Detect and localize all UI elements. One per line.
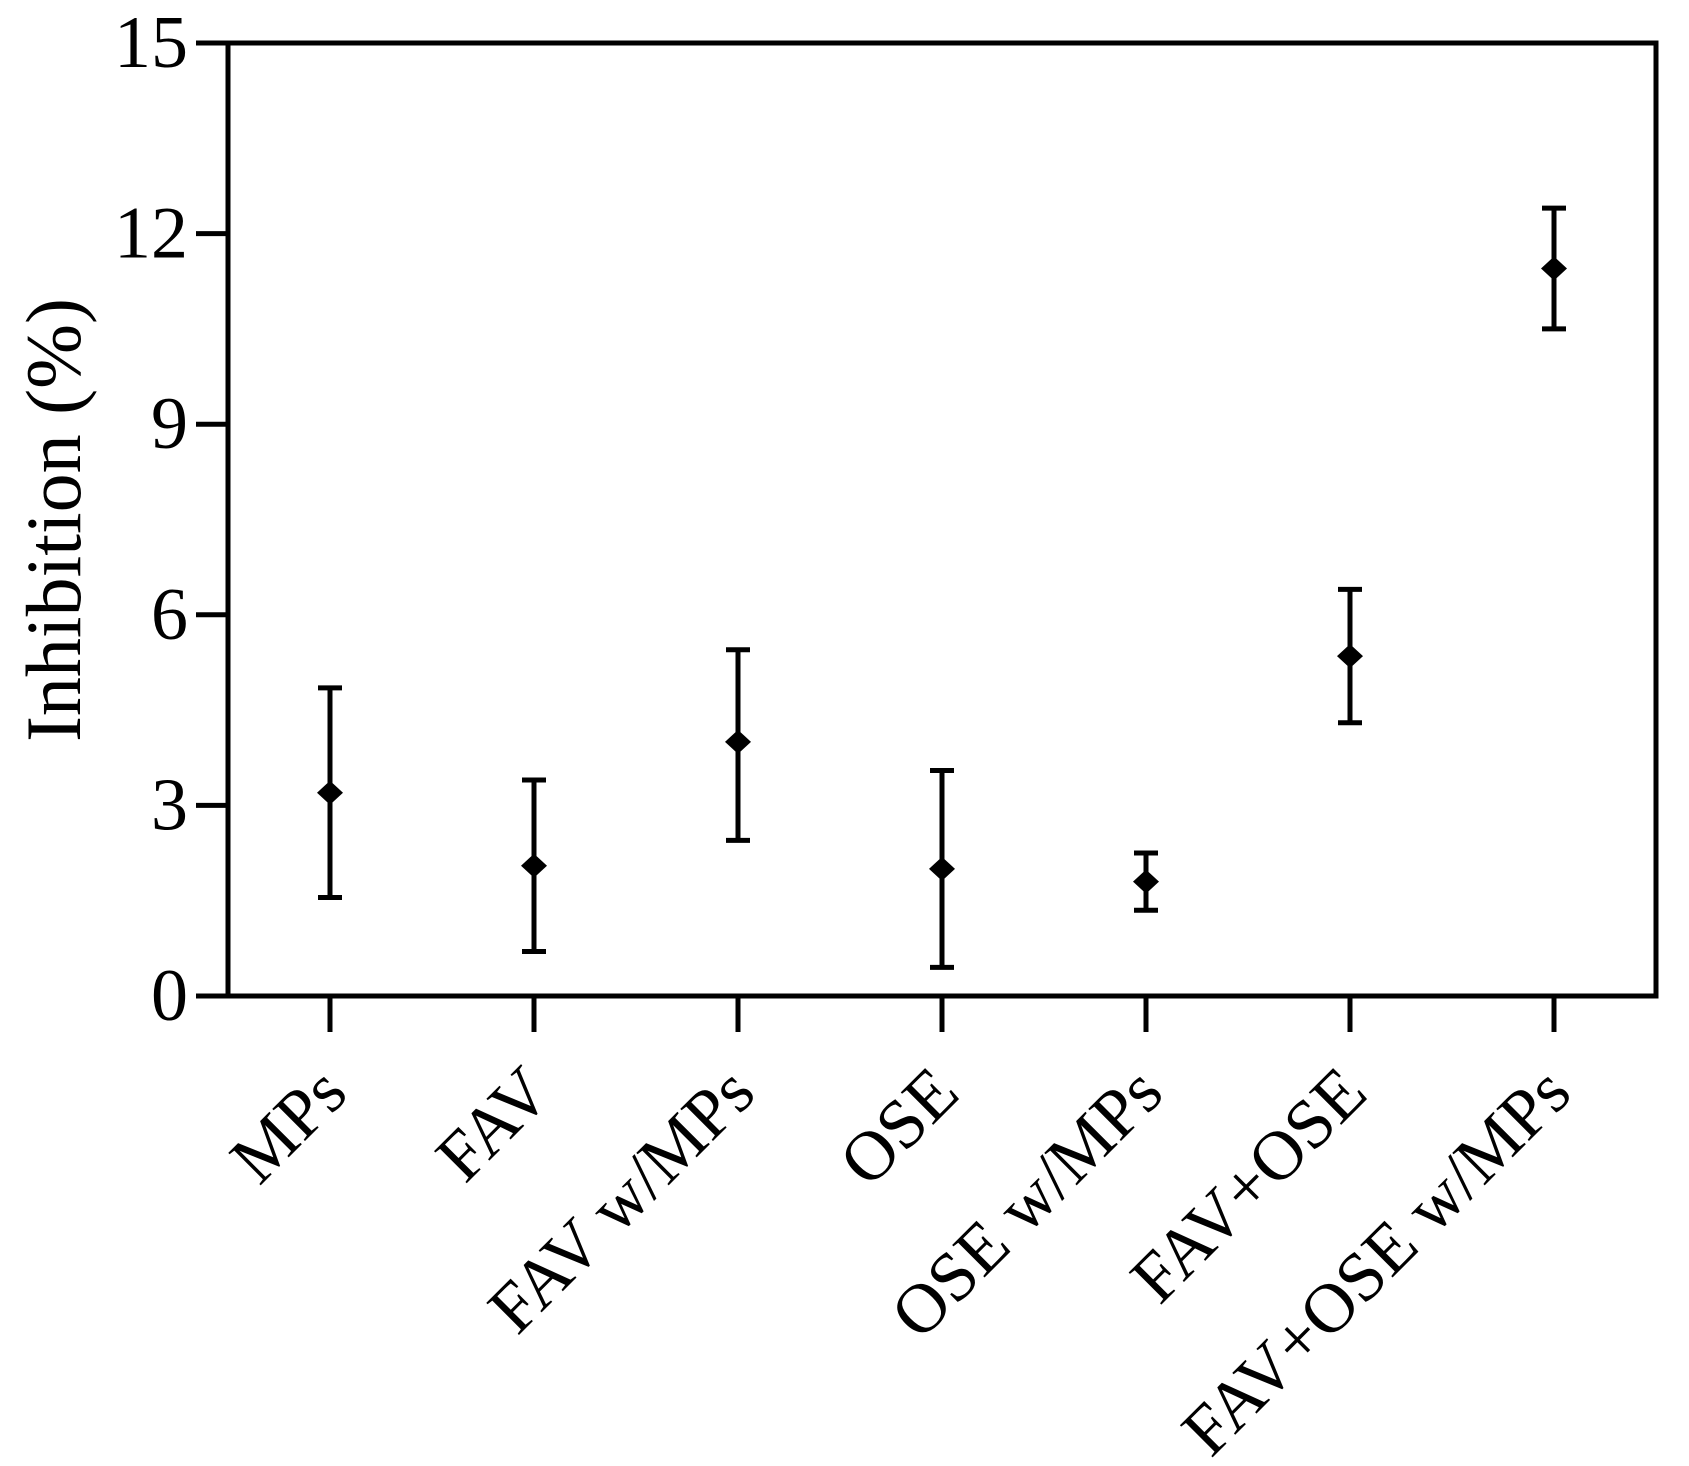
marker-diamond bbox=[1541, 256, 1567, 281]
y-tick-label: 15 bbox=[114, 2, 188, 84]
y-tick-label: 9 bbox=[151, 383, 188, 465]
data-point bbox=[317, 685, 343, 901]
marker-diamond bbox=[725, 729, 751, 754]
data-series bbox=[317, 205, 1567, 970]
marker-diamond bbox=[1133, 869, 1159, 894]
x-tick-label: MPs bbox=[216, 1053, 361, 1198]
x-tick-label: FAV bbox=[422, 1053, 565, 1196]
y-axis-title: Inhibition (%) bbox=[10, 298, 97, 742]
data-point bbox=[929, 767, 955, 970]
y-axis: 0 3 6 9 12 15 bbox=[114, 2, 228, 1037]
marker-diamond bbox=[929, 856, 955, 881]
y-tick-label: 6 bbox=[151, 574, 188, 656]
data-point bbox=[521, 777, 547, 955]
x-tick-label: OSE bbox=[825, 1053, 973, 1201]
data-point bbox=[725, 647, 751, 843]
data-point bbox=[1133, 850, 1159, 913]
data-point bbox=[1541, 205, 1567, 332]
marker-diamond bbox=[317, 780, 343, 805]
marker-diamond bbox=[1337, 644, 1363, 669]
y-tick-label: 12 bbox=[114, 193, 188, 275]
data-point bbox=[1337, 586, 1363, 726]
y-tick-label: 3 bbox=[151, 764, 188, 846]
y-tick-label: 0 bbox=[151, 955, 188, 1037]
x-tick-label: FAV+OSE w/MPs bbox=[1168, 1053, 1586, 1466]
marker-diamond bbox=[521, 853, 547, 878]
